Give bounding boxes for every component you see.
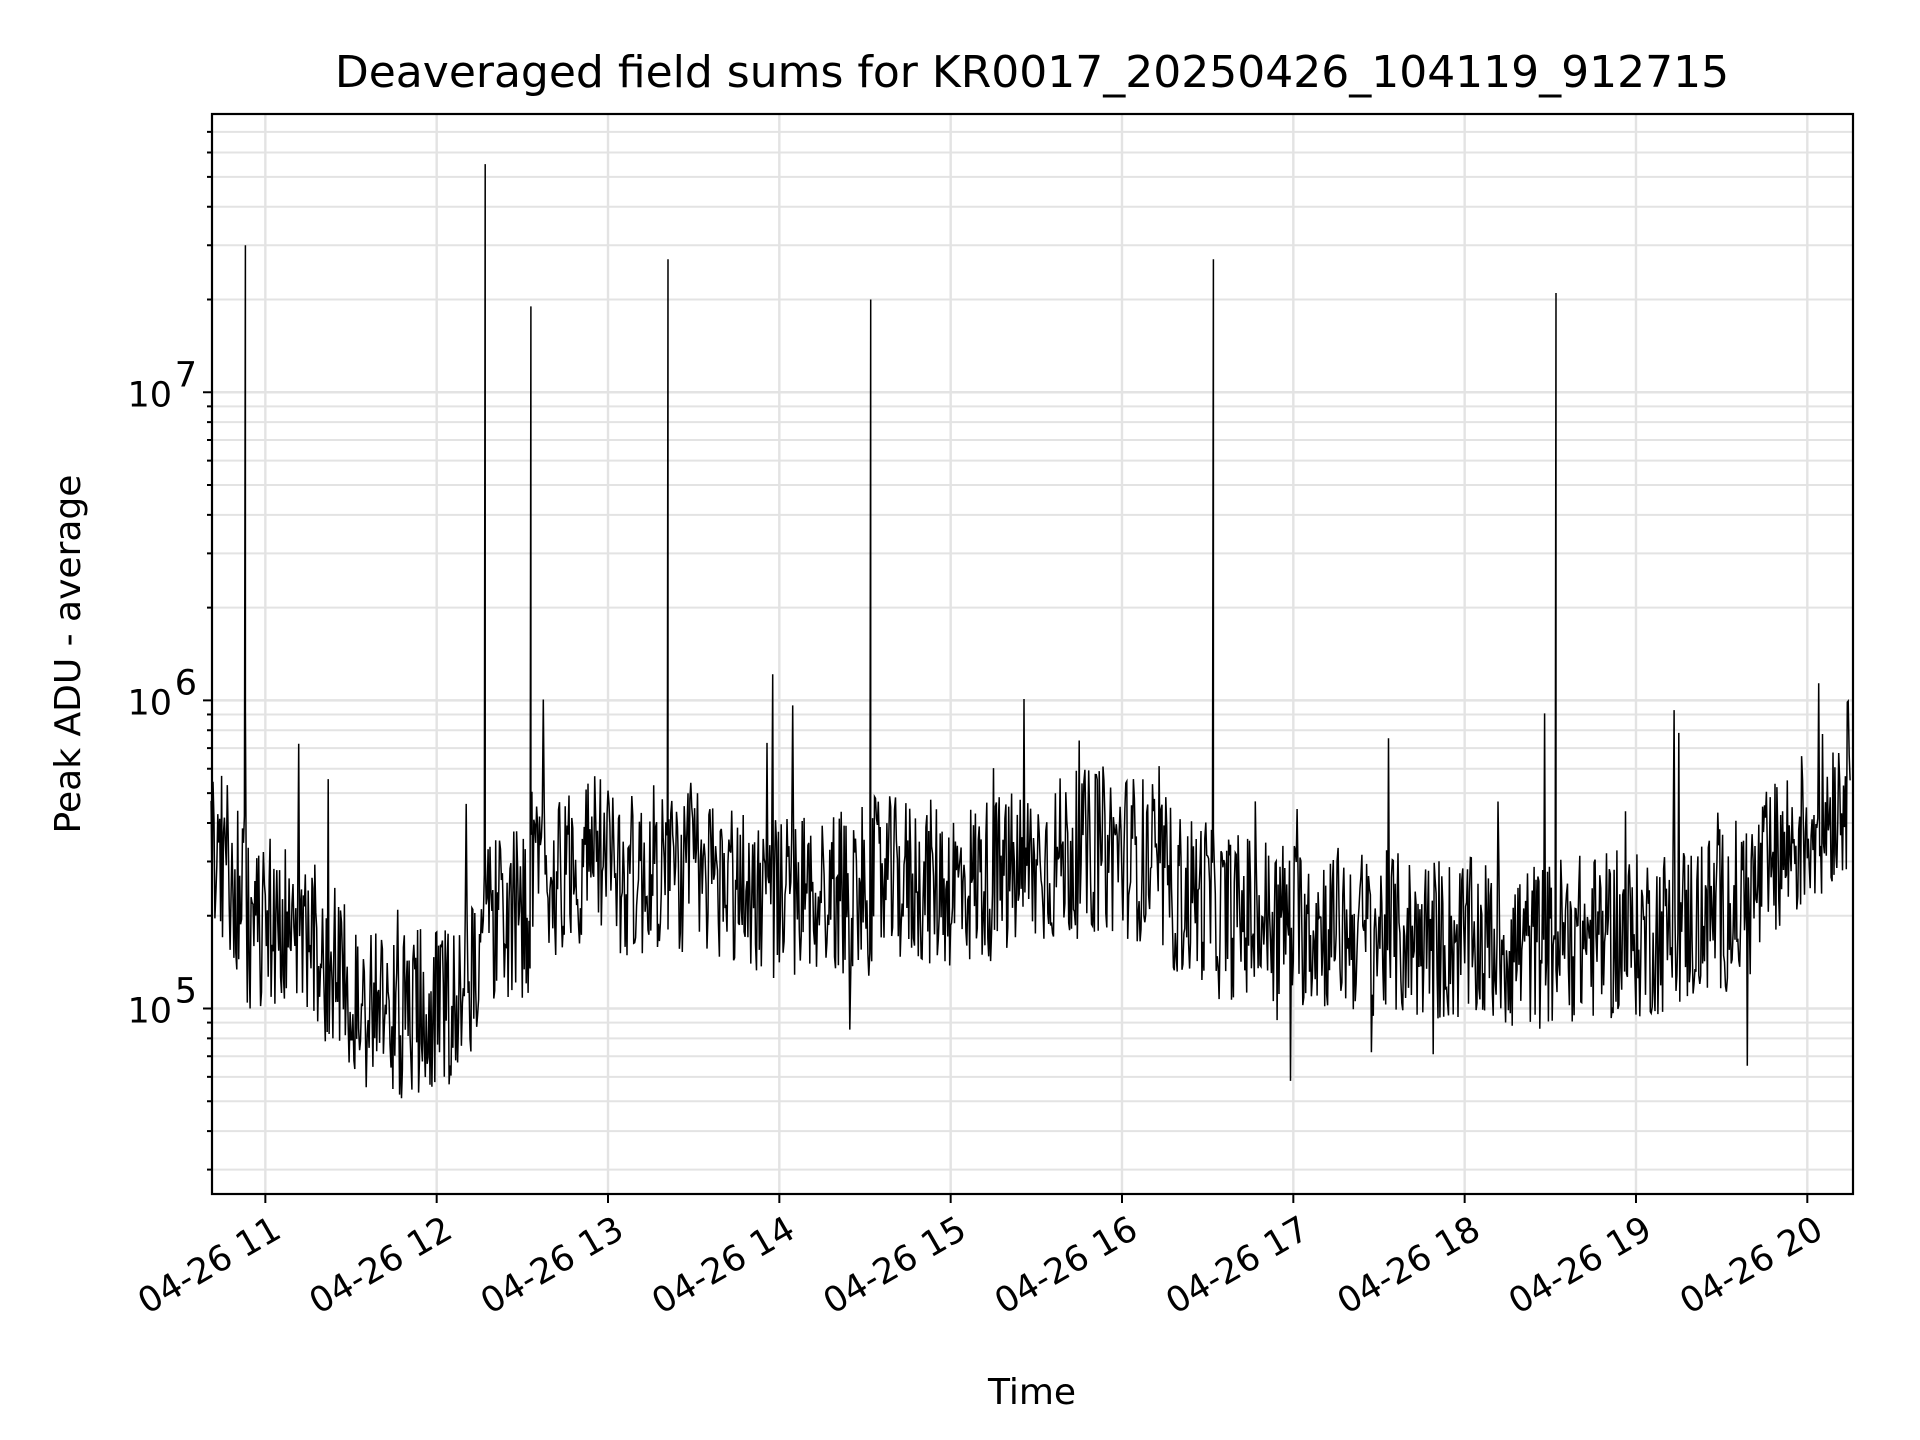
- y-tick-exponent: 6: [175, 663, 197, 703]
- y-tick-label: 10: [127, 683, 172, 723]
- y-tick-base: 10: [127, 683, 172, 723]
- y-axis-label: Peak ADU - average: [48, 475, 89, 834]
- plot-frame: [210, 112, 1855, 1196]
- y-tick-label: 10: [127, 991, 172, 1031]
- chart-title: Deaveraged field sums for KR0017_2025042…: [335, 47, 1729, 98]
- y-tick-exponent: 5: [175, 971, 197, 1011]
- y-tick-base: 10: [127, 375, 172, 415]
- y-tick-label: 10: [127, 375, 172, 415]
- x-axis-label: Time: [987, 1372, 1076, 1413]
- series-line: [210, 164, 1851, 1099]
- y-tick-base: 10: [127, 991, 172, 1031]
- y-tick-exponent: 7: [175, 355, 197, 395]
